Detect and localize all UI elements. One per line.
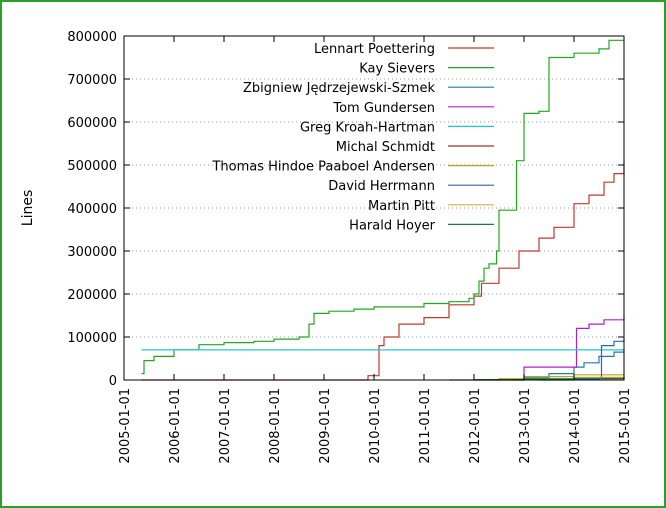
y-tick-label: 0 — [109, 374, 117, 389]
series-line-kay-sievers — [141, 39, 624, 375]
x-tick-label: 2007-01-01 — [218, 388, 233, 464]
series-line-zbigniew-j-drzejewski-szmek — [494, 349, 625, 381]
legend-label: Kay Sievers — [359, 62, 435, 77]
x-tick-label: 2008-01-01 — [268, 388, 283, 464]
legend-label: Harald Hoyer — [349, 218, 435, 233]
y-axis-ticks: 0 100000 200000 300000 400000 500000 600000 700… — [67, 30, 624, 389]
y-tick-label: 500000 — [67, 159, 117, 174]
legend-label: Martin Pitt — [368, 199, 435, 214]
legend-label: Lennart Poettering — [314, 42, 435, 57]
legend-label: David Herrmann — [328, 179, 435, 194]
y-tick-label: 100000 — [67, 331, 117, 346]
x-tick-label: 2011-01-01 — [418, 388, 433, 464]
y-tick-label: 300000 — [67, 245, 117, 260]
legend-label: Greg Kroah-Hartman — [300, 120, 435, 135]
x-tick-label: 2006-01-01 — [168, 388, 183, 464]
y-tick-label: 600000 — [67, 116, 117, 131]
y-tick-label: 200000 — [67, 288, 117, 303]
x-tick-label: 2009-01-01 — [318, 388, 333, 464]
x-tick-label: 2010-01-01 — [368, 388, 383, 464]
legend: Lennart Poettering Kay Sievers Zbigniew Ję… — [211, 42, 494, 233]
x-tick-label: 2005-01-01 — [118, 388, 133, 464]
legend-label: Michal Schmidt — [336, 140, 435, 155]
x-tick-label: 2013-01-01 — [518, 388, 533, 464]
series-line-tom-gundersen — [514, 314, 625, 381]
x-tick-label: 2012-01-01 — [468, 388, 483, 464]
legend-label: Thomas Hindoe Paaboel Andersen — [211, 160, 435, 175]
y-axis-label: Lines — [20, 190, 36, 226]
series-line-lennart-poettering — [141, 160, 625, 381]
y-tick-label: 700000 — [67, 73, 117, 88]
x-tick-label: 2015-01-01 — [618, 388, 633, 464]
x-axis-ticks: 2005-01-01 2006-01-01 2007-01-01 2008-01-01… — [118, 36, 633, 464]
y-tick-label: 400000 — [67, 202, 117, 217]
grid-lines — [124, 78, 624, 338]
y-tick-label: 800000 — [67, 30, 117, 45]
legend-label: Zbigniew Jędrzejewski-Szmek — [243, 81, 435, 96]
x-tick-label: 2014-01-01 — [568, 388, 583, 464]
legend-label: Tom Gundersen — [332, 101, 435, 116]
